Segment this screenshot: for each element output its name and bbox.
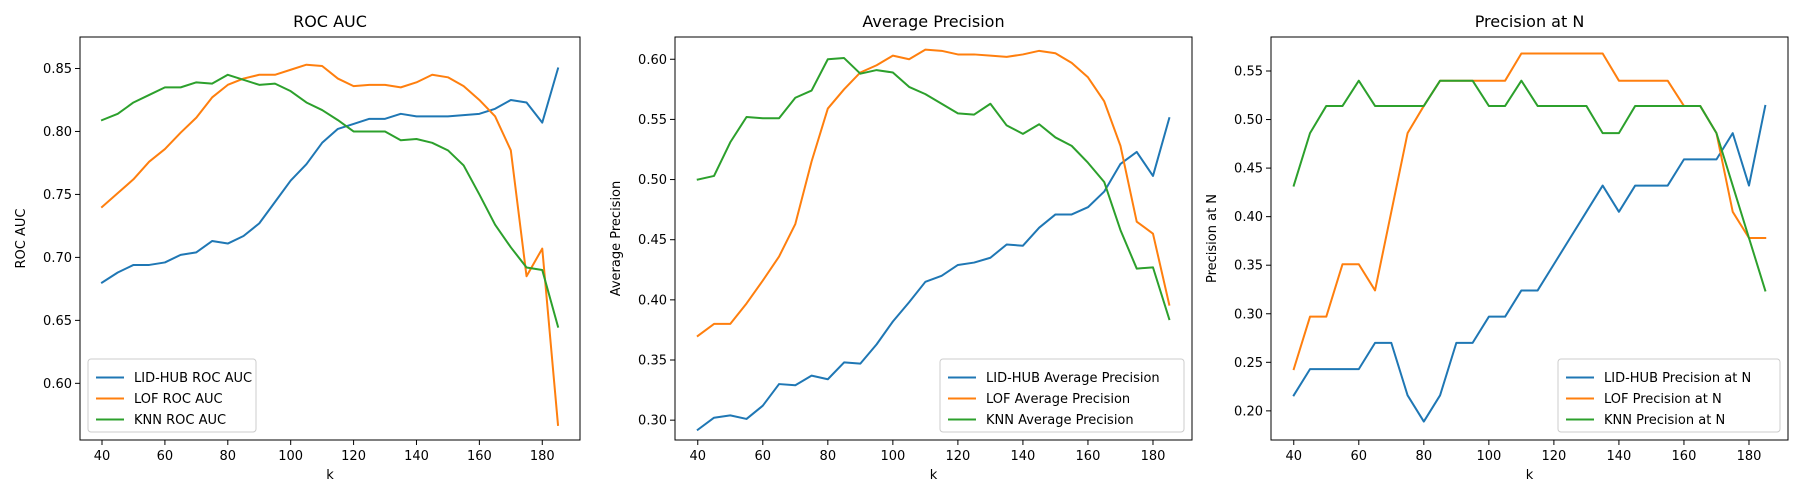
y-tick-label: 0.75 xyxy=(43,188,72,203)
y-tick-label: 0.85 xyxy=(43,62,72,77)
y-tick-label: 0.60 xyxy=(43,377,72,392)
legend-box xyxy=(87,358,257,433)
x-axis-label: k xyxy=(326,468,334,483)
legend-entry: KNN ROC AUC xyxy=(134,413,226,428)
x-tick-label: 180 xyxy=(1141,449,1166,464)
y-tick-label: 0.20 xyxy=(1234,404,1263,419)
chart-title: ROC AUC xyxy=(293,12,367,31)
x-tick-label: 40 xyxy=(1285,449,1302,464)
y-tick-label: 0.35 xyxy=(638,354,667,369)
x-tick-label: 60 xyxy=(755,449,772,464)
y-tick-label: 0.50 xyxy=(1234,113,1263,128)
y-tick-label: 0.30 xyxy=(638,414,667,429)
chart-panel-2: 40 60 80 100 120 140 160 180 0.30 0.35 0.40 0.45 0.5… xyxy=(609,12,1193,483)
y-tick-label: 0.55 xyxy=(1234,64,1263,79)
x-tick-label: 40 xyxy=(94,449,111,464)
chart-title: Precision at N xyxy=(1475,12,1585,31)
y-axis-label: ROC AUC xyxy=(14,209,29,269)
legend: LID-HUB ROC AUC LOF ROC AUC KNN ROC AUC xyxy=(87,358,257,433)
x-tick-label: 60 xyxy=(1351,449,1368,464)
y-axis-label: Precision at N xyxy=(1205,194,1220,283)
x-tick-label: 100 xyxy=(1476,449,1501,464)
y-tick-label: 0.80 xyxy=(43,125,72,140)
y-tick-label: 0.45 xyxy=(1234,162,1263,177)
axes-frame xyxy=(674,36,1193,441)
y-tick-label: 0.45 xyxy=(638,233,667,248)
x-axis-label: k xyxy=(1526,468,1534,483)
series-line-3 xyxy=(100,73,560,328)
axes-frame xyxy=(1270,36,1789,441)
legend-entry: LOF Precision at N xyxy=(1604,392,1722,407)
chart-title: Average Precision xyxy=(862,12,1004,31)
series-lines xyxy=(1292,52,1767,423)
x-tick-label: 160 xyxy=(1672,449,1697,464)
legend-entry: KNN Average Precision xyxy=(986,413,1134,428)
legend-box xyxy=(1557,358,1781,433)
y-tick-label: 0.60 xyxy=(638,53,667,68)
x-tick-label: 120 xyxy=(945,449,970,464)
x-tick-label: 140 xyxy=(404,449,429,464)
x-tick-label: 120 xyxy=(1541,449,1566,464)
x-tick-label: 40 xyxy=(689,449,706,464)
legend-entry: KNN Precision at N xyxy=(1604,413,1725,428)
chart-panel-1: 40 60 80 100 120 140 160 180 0.60 0.65 0.70 0.75 0.8… xyxy=(14,12,581,483)
legend-entry: LID-HUB Precision at N xyxy=(1604,371,1751,386)
y-tick-label: 0.40 xyxy=(638,293,667,308)
series-line-2 xyxy=(100,63,560,426)
legend-entry: LOF Average Precision xyxy=(986,392,1130,407)
x-tick-label: 180 xyxy=(1737,449,1762,464)
chart-panel-3: 40 60 80 100 120 140 160 180 0.20 0.25 0.30 0.35 0.4… xyxy=(1205,12,1789,483)
axes-frame xyxy=(79,36,581,441)
y-tick-label: 0.70 xyxy=(43,251,72,266)
x-tick-label: 100 xyxy=(278,449,303,464)
x-tick-label: 120 xyxy=(341,449,366,464)
legend-entry: LID-HUB Average Precision xyxy=(986,371,1160,386)
y-tick-label: 0.30 xyxy=(1234,307,1263,322)
x-tick-label: 80 xyxy=(1416,449,1433,464)
x-tick-label: 140 xyxy=(1011,449,1036,464)
legend-box xyxy=(939,358,1185,433)
series-line-3 xyxy=(1292,79,1767,292)
series-lines xyxy=(696,48,1171,432)
y-tick-label: 0.40 xyxy=(1234,210,1263,225)
series-line-1 xyxy=(100,67,560,284)
legend-entry: LID-HUB ROC AUC xyxy=(134,371,252,386)
y-tick-label: 0.65 xyxy=(43,314,72,329)
x-tick-label: 160 xyxy=(1076,449,1101,464)
series-line-2 xyxy=(696,48,1171,338)
x-tick-label: 80 xyxy=(220,449,237,464)
y-tick-label: 0.25 xyxy=(1234,356,1263,371)
y-axis-label: Average Precision xyxy=(609,181,624,297)
legend: LID-HUB Precision at N LOF Precision at N… xyxy=(1557,358,1781,433)
y-tick-label: 0.35 xyxy=(1234,259,1263,274)
x-tick-label: 100 xyxy=(880,449,905,464)
x-tick-label: 80 xyxy=(820,449,837,464)
series-line-3 xyxy=(696,57,1171,321)
series-line-2 xyxy=(1292,52,1767,371)
y-tick-label: 0.55 xyxy=(638,113,667,128)
series-line-1 xyxy=(1292,104,1767,423)
legend-entry: LOF ROC AUC xyxy=(134,392,223,407)
y-tick-label: 0.50 xyxy=(638,173,667,188)
legend: LID-HUB Average Precision LOF Average Pre… xyxy=(939,358,1185,433)
x-tick-label: 60 xyxy=(157,449,174,464)
x-tick-label: 160 xyxy=(467,449,492,464)
series-lines xyxy=(100,63,560,426)
x-tick-label: 140 xyxy=(1607,449,1632,464)
x-tick-label: 180 xyxy=(530,449,555,464)
x-axis-label: k xyxy=(930,468,938,483)
series-line-1 xyxy=(696,116,1171,432)
